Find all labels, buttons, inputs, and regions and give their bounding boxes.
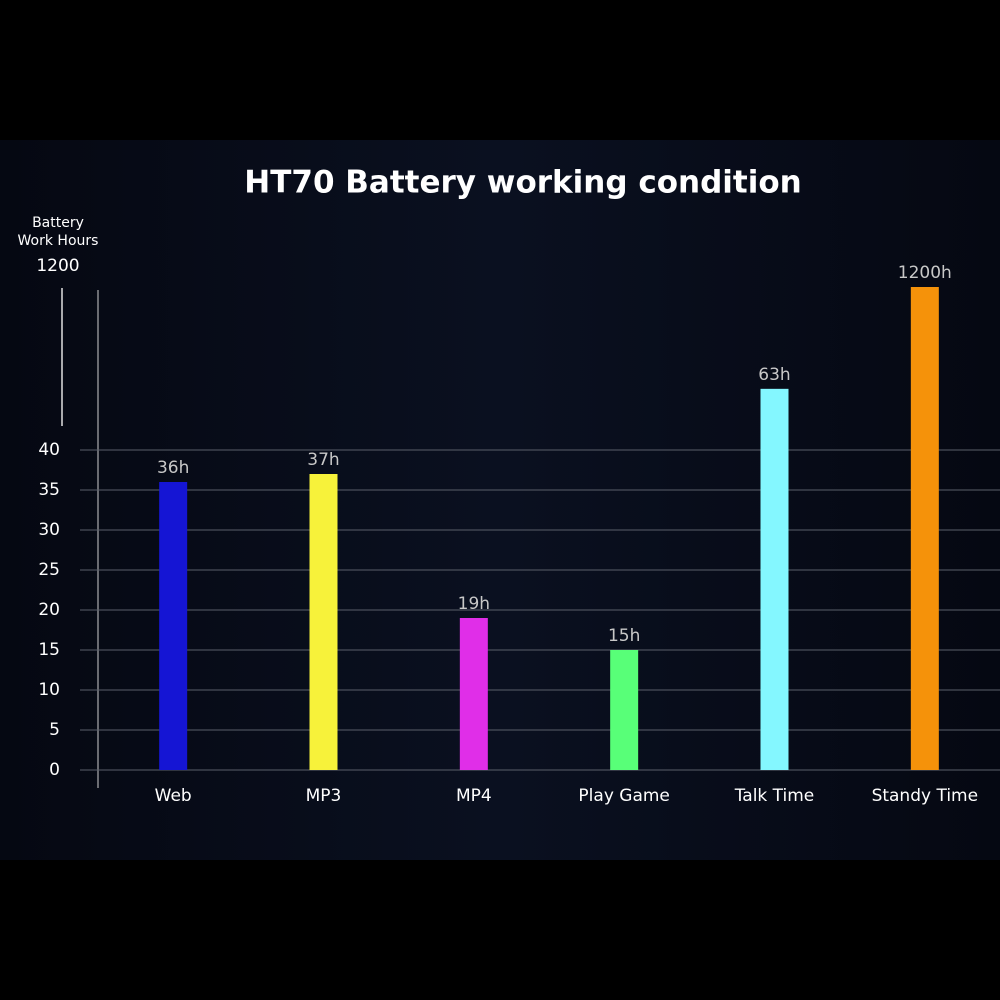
y-axis-label: Battery [32, 215, 84, 231]
y-tick-label: 20 [38, 600, 60, 620]
bar [459, 618, 488, 770]
value-label: 15h [608, 626, 640, 646]
y-tick-label: 25 [38, 560, 60, 580]
y-tick-label: 30 [38, 520, 60, 540]
bar [910, 287, 939, 770]
x-tick-label: Play Game [578, 786, 669, 806]
value-label: 36h [157, 458, 189, 478]
y-tick-label: 35 [38, 480, 60, 500]
bar [159, 482, 188, 770]
x-tick-label: Standy Time [872, 786, 979, 806]
value-label: 19h [458, 594, 490, 614]
panel [0, 140, 1000, 860]
value-label: 37h [307, 450, 339, 470]
y-axis-label: Work Hours [18, 233, 99, 249]
x-tick-label: Talk Time [734, 786, 815, 806]
value-label: 1200h [898, 263, 952, 283]
value-label: 63h [758, 365, 790, 385]
chart-title: HT70 Battery working condition [244, 165, 801, 201]
y-tick-label: 15 [38, 640, 60, 660]
y-tick-label: 10 [38, 680, 60, 700]
y-tick-label: 0 [49, 760, 60, 780]
bar [760, 388, 789, 770]
y-tick-label: 5 [49, 720, 60, 740]
x-tick-label: MP3 [306, 786, 342, 806]
x-tick-label: Web [155, 786, 192, 806]
y-tick-label: 1200 [36, 256, 79, 276]
bar [309, 474, 338, 770]
bar [610, 650, 639, 770]
x-tick-label: MP4 [456, 786, 492, 806]
y-tick-label: 40 [38, 440, 60, 460]
